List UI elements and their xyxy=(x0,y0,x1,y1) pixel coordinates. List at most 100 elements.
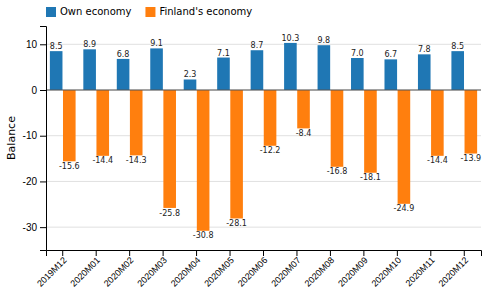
bar xyxy=(96,90,109,156)
bar xyxy=(364,90,377,173)
bar xyxy=(63,90,76,161)
bar xyxy=(163,90,176,208)
x-tick-label: 2020M11 xyxy=(404,255,437,288)
x-tick: 2020M06 xyxy=(236,250,270,289)
bar xyxy=(251,50,264,90)
x-tick-label: 2019M12 xyxy=(35,255,69,289)
data-label: -12.2 xyxy=(260,146,281,155)
x-tick: 2020M04 xyxy=(169,250,203,289)
x-tick-mark xyxy=(363,250,364,256)
x-tick-mark xyxy=(330,250,331,256)
grid-line xyxy=(46,90,481,91)
bar xyxy=(117,59,130,90)
x-tick: 2019M12 xyxy=(35,250,69,289)
legend-item: Own economy xyxy=(46,6,132,17)
data-label: -16.8 xyxy=(327,167,348,176)
x-tick: 2020M07 xyxy=(269,250,303,289)
bar xyxy=(217,58,230,90)
data-labels: 8.58.96.89.12.37.18.710.39.87.06.77.88.5… xyxy=(50,34,481,240)
legend-swatch xyxy=(46,7,56,17)
data-label: -8.4 xyxy=(296,129,312,138)
bar xyxy=(384,59,397,90)
legend-item: Finland's economy xyxy=(145,6,252,17)
bar xyxy=(297,90,310,128)
x-tick-label: 2020M04 xyxy=(169,255,203,289)
legend-label: Finland's economy xyxy=(159,6,252,17)
x-tick: 2020M11 xyxy=(404,250,437,288)
y-tick: -30 xyxy=(23,222,46,233)
x-axis-line xyxy=(47,251,482,257)
y-tick-mark xyxy=(40,136,46,137)
y-tick-label: -30 xyxy=(23,222,38,233)
x-tick-mark xyxy=(296,250,297,256)
data-label: -25.8 xyxy=(159,209,180,218)
legend-swatch xyxy=(145,7,155,17)
bar xyxy=(197,90,210,231)
x-tick-mark xyxy=(163,250,164,256)
x-tick-mark xyxy=(263,250,264,256)
y-tick-mark xyxy=(40,90,46,91)
bar xyxy=(351,58,364,90)
y-tick: -10 xyxy=(23,130,46,141)
data-label: -18.1 xyxy=(360,173,381,182)
data-label: 9.8 xyxy=(317,36,330,45)
bar xyxy=(451,51,464,90)
data-label: 8.5 xyxy=(451,42,464,51)
data-label: -14.3 xyxy=(126,156,147,165)
chart: 8.58.96.89.12.37.18.710.39.87.06.77.88.5… xyxy=(0,0,491,302)
plot: 8.58.96.89.12.37.18.710.39.87.06.77.88.5… xyxy=(23,27,482,289)
data-label: 9.1 xyxy=(150,39,163,48)
x-tick: 2020M01 xyxy=(68,250,102,289)
bar xyxy=(418,54,431,90)
x-tick-mark xyxy=(397,250,398,256)
data-label: -13.9 xyxy=(460,154,481,163)
bar xyxy=(50,51,63,90)
data-label: 8.7 xyxy=(251,41,264,50)
x-axis: 2019M122020M012020M022020M032020M042020M… xyxy=(35,250,482,289)
bar xyxy=(264,90,277,146)
grid-line xyxy=(46,44,481,45)
x-tick-label: 2020M12 xyxy=(437,255,471,289)
x-tick: 2020M02 xyxy=(102,250,136,289)
data-label: -28.1 xyxy=(226,219,247,228)
x-tick-label: 2020M07 xyxy=(269,255,303,289)
legend: Own economy Finland's economy xyxy=(46,6,252,17)
data-label: -24.9 xyxy=(394,204,415,213)
x-tick-mark xyxy=(196,250,197,256)
bar xyxy=(284,43,297,90)
x-tick-mark xyxy=(96,250,97,256)
x-tick: 2020M10 xyxy=(370,250,404,289)
data-label: 7.0 xyxy=(351,49,364,58)
y-axis-line xyxy=(40,27,47,251)
x-tick: 2020M09 xyxy=(336,250,370,289)
grid-line xyxy=(46,181,481,182)
x-tick: 2020M03 xyxy=(135,250,169,289)
bar xyxy=(150,48,163,90)
x-tick-mark xyxy=(230,250,231,256)
bar xyxy=(83,49,96,90)
data-label: -30.8 xyxy=(193,231,214,240)
data-label: 8.9 xyxy=(83,40,96,49)
bar xyxy=(331,90,344,167)
data-label: -15.6 xyxy=(59,162,80,171)
data-label: 10.3 xyxy=(281,34,299,43)
bar xyxy=(431,90,444,156)
x-tick-mark xyxy=(62,250,63,256)
x-tick-mark xyxy=(129,250,130,256)
x-tick: 2020M12 xyxy=(437,250,471,289)
data-label: -14.4 xyxy=(427,156,448,165)
bar xyxy=(398,90,411,204)
grid-line xyxy=(46,135,481,136)
data-label: 6.7 xyxy=(384,50,397,59)
x-tick-mark xyxy=(430,250,431,256)
x-tick-label: 2020M02 xyxy=(102,255,136,289)
data-label: 6.8 xyxy=(117,50,130,59)
x-tick: 2020M08 xyxy=(303,250,337,289)
y-tick-mark xyxy=(40,181,46,182)
x-tick-label: 2020M05 xyxy=(202,255,236,289)
bar xyxy=(465,90,478,154)
data-label: 7.1 xyxy=(217,49,230,58)
x-tick: 2020M05 xyxy=(202,250,236,289)
x-tick-label: 2020M09 xyxy=(336,255,370,289)
data-label: 8.5 xyxy=(50,42,63,51)
